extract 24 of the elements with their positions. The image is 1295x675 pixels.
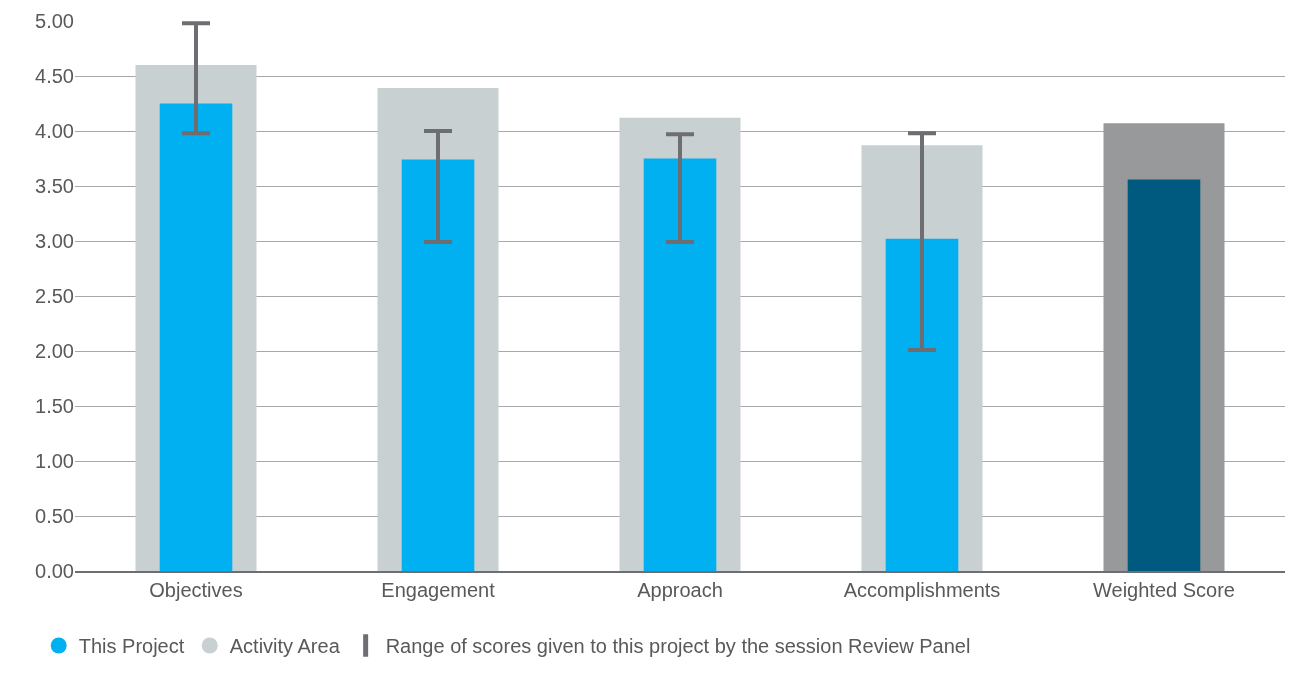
- y-tick-label: 0.00: [35, 560, 74, 582]
- x-tick-label: Engagement: [381, 579, 496, 601]
- bar: [1127, 179, 1201, 571]
- bar: [643, 158, 717, 571]
- y-tick-label: 2.50: [35, 285, 74, 307]
- bar: [885, 238, 959, 571]
- y-tick-label: 4.00: [35, 120, 74, 142]
- bar: [401, 159, 475, 571]
- text: Range of scores given to this project by the session Review Panel: [385, 635, 971, 658]
- y-tick-label: 1.00: [35, 450, 74, 472]
- y-tick-label: 5.00: [35, 10, 74, 32]
- bar: [159, 103, 233, 571]
- y-tick-label: 0.50: [35, 505, 74, 527]
- legend-label: Activity Area: [229, 635, 341, 658]
- legend-label: This Project: [78, 635, 185, 658]
- y-tick-label: 4.50: [35, 65, 74, 87]
- x-tick-label: Weighted Score: [1093, 579, 1235, 601]
- x-tick-label: Accomplishments: [843, 579, 1001, 601]
- x-tick-label: Objectives: [149, 579, 243, 601]
- y-tick-label: 3.00: [35, 230, 74, 252]
- x-tick-label: Approach: [637, 579, 723, 601]
- y-tick-label: 2.00: [35, 340, 74, 362]
- y-tick-label: 3.50: [35, 175, 74, 197]
- y-tick-label: 1.50: [35, 395, 74, 417]
